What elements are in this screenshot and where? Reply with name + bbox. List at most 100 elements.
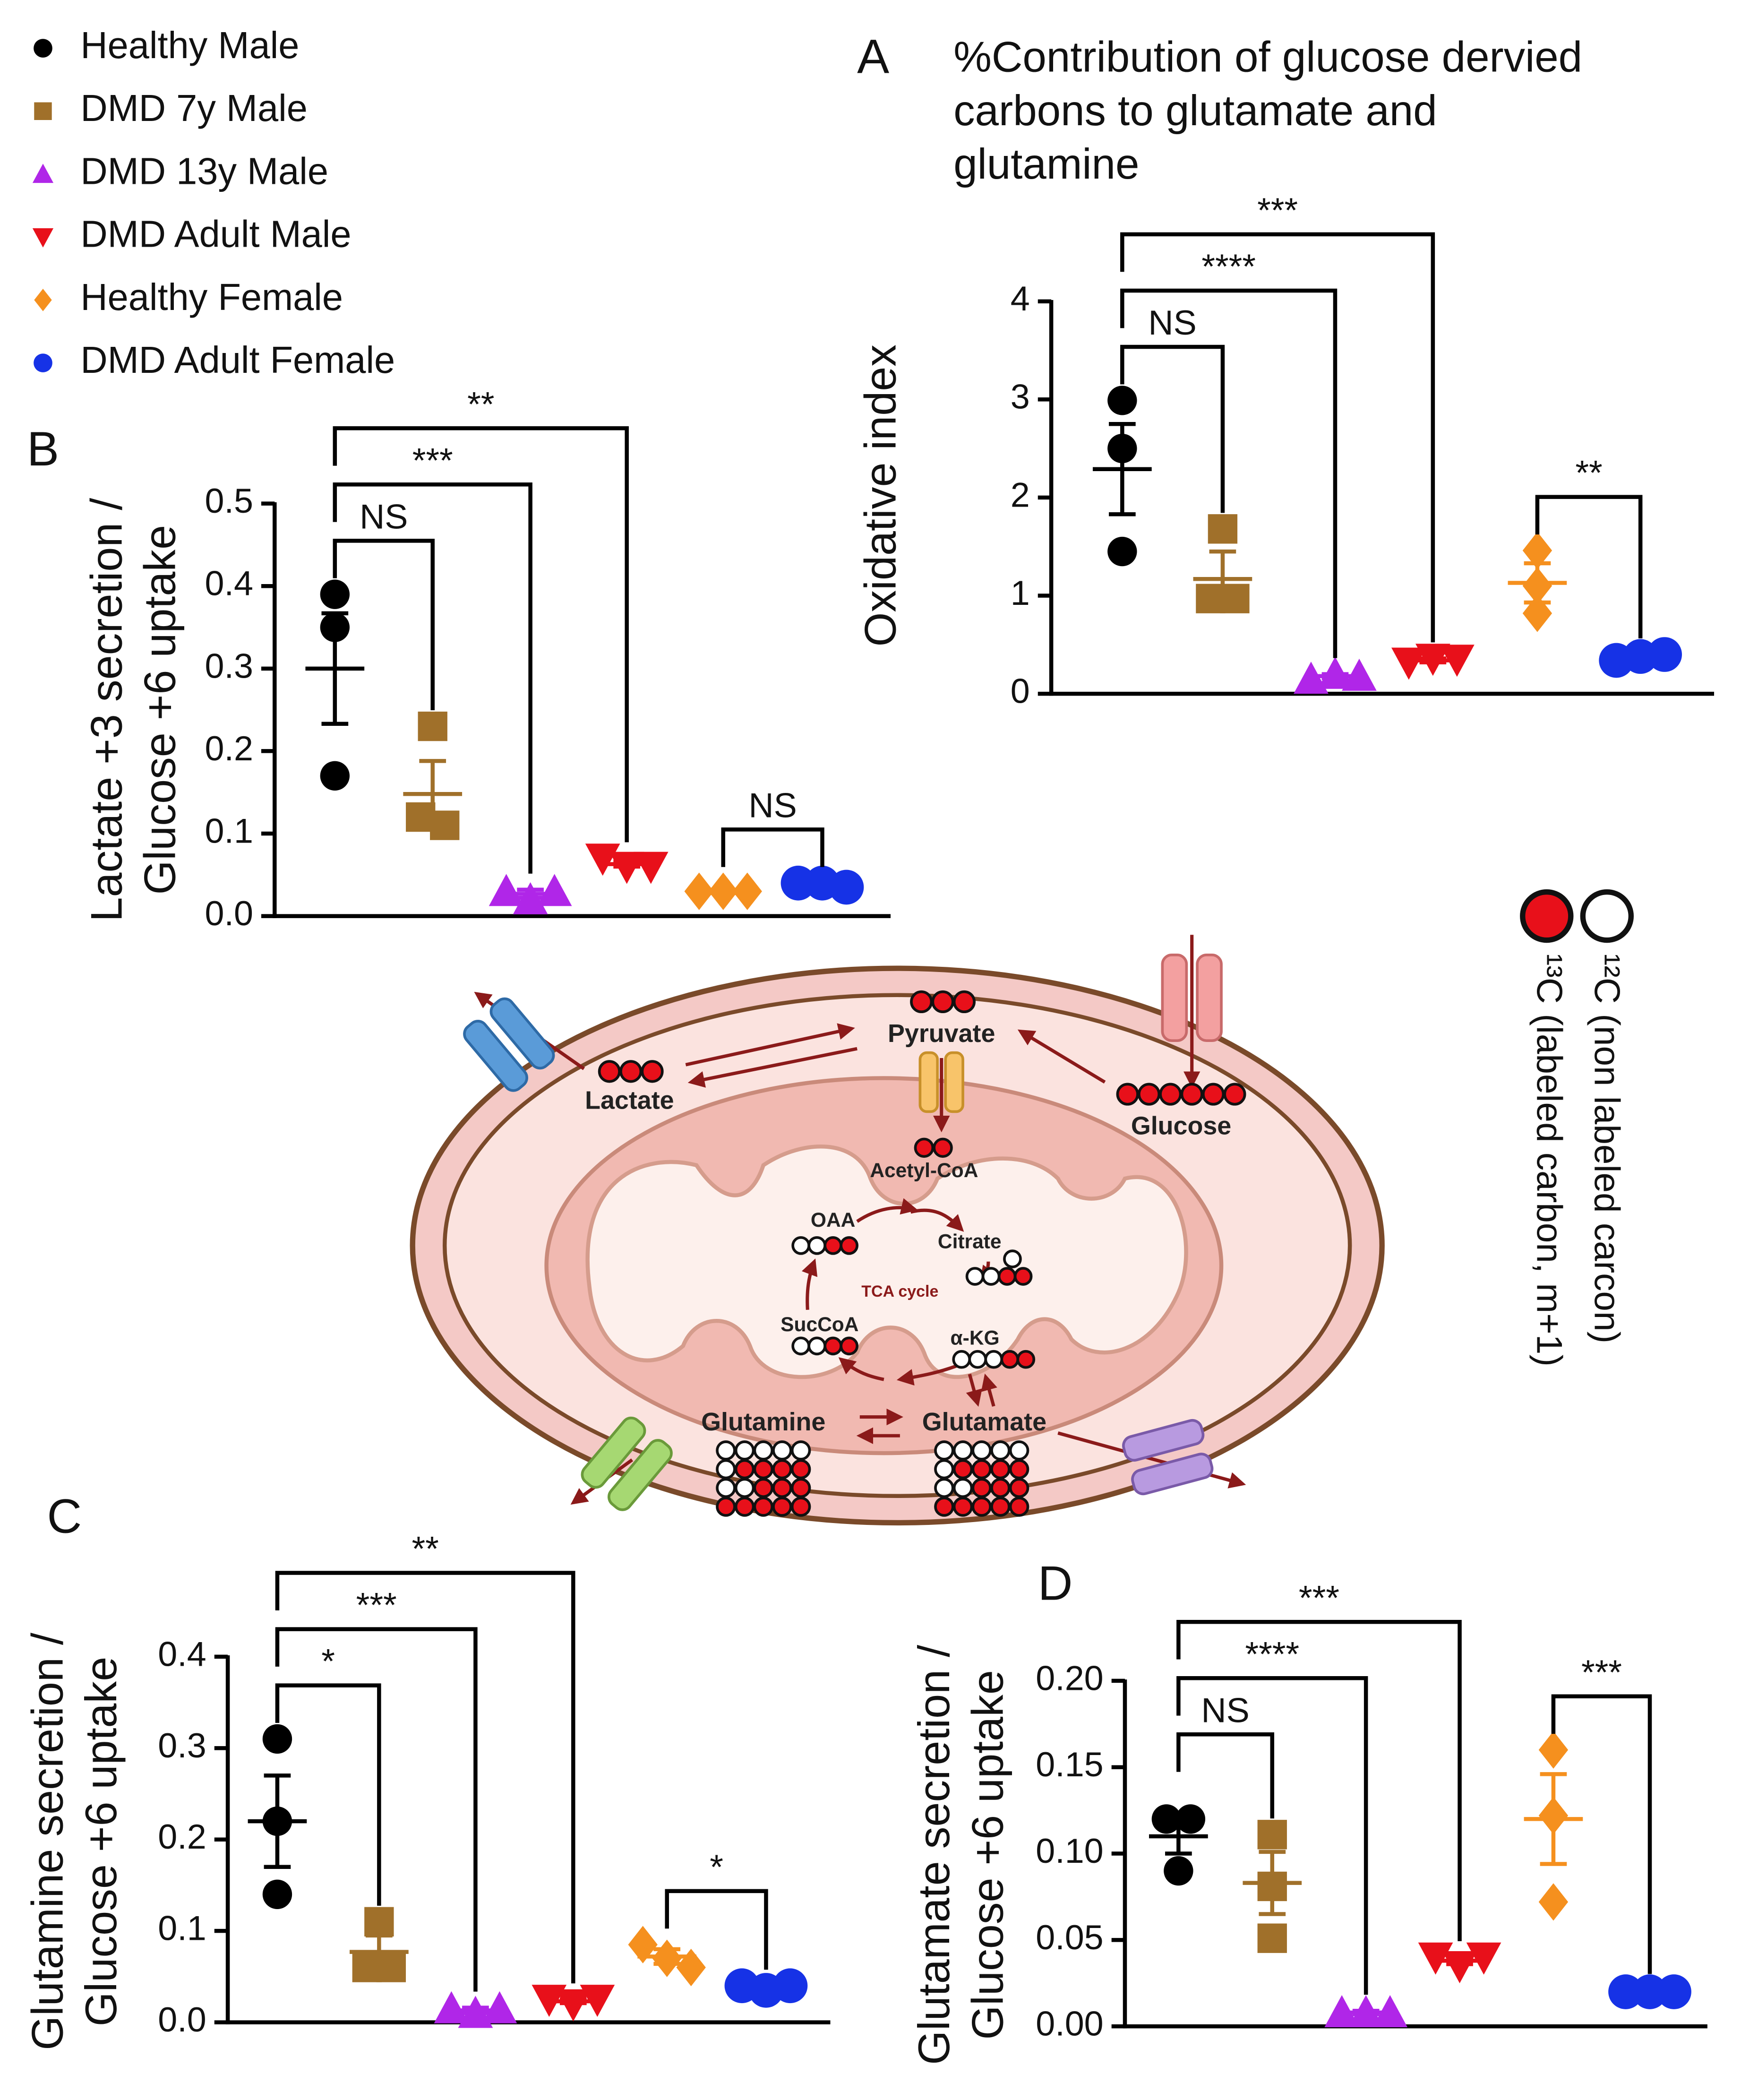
error-bar bbox=[653, 1947, 681, 1966]
error-bar bbox=[321, 611, 349, 726]
point bbox=[262, 1879, 292, 1909]
significance-label: ** bbox=[412, 1529, 438, 1568]
carbon-dot bbox=[952, 1440, 973, 1461]
error-bar bbox=[559, 1997, 587, 2005]
carbon-dot bbox=[931, 990, 954, 1014]
error-bar bbox=[517, 887, 544, 900]
significance-bracket bbox=[1176, 1732, 1275, 1819]
y-axis-label: Oxidative index bbox=[856, 344, 905, 646]
carbon-dot bbox=[1009, 1459, 1029, 1480]
carbon-dot bbox=[790, 1478, 811, 1498]
carbon-dot bbox=[1000, 1350, 1020, 1369]
arrow bbox=[687, 1047, 858, 1088]
point bbox=[585, 843, 620, 876]
legend-label: Healthy Male bbox=[80, 24, 299, 66]
chart-title: glutamine bbox=[953, 140, 1139, 188]
carbon-dot bbox=[990, 1459, 1011, 1480]
legend-label: DMD Adult Female bbox=[80, 339, 395, 381]
diagram-label: Lactate bbox=[585, 1086, 674, 1115]
carbon-dot bbox=[971, 1459, 992, 1480]
diagram-label: Acetyl-CoA bbox=[870, 1160, 978, 1182]
significance-bracket bbox=[665, 1889, 768, 1970]
significance-label: NS bbox=[748, 786, 797, 825]
carbon-dot bbox=[952, 990, 976, 1014]
carbon-dot bbox=[952, 1497, 973, 1517]
y-axis-label: Glutamate secretion / bbox=[909, 1645, 959, 2065]
error-bar bbox=[1627, 653, 1654, 662]
error-bar bbox=[1259, 1850, 1286, 1916]
carbon-dot bbox=[910, 990, 933, 1014]
significance-bracket bbox=[1120, 232, 1435, 643]
y-tick-label: 0.1 bbox=[158, 1909, 206, 1948]
error-bar bbox=[419, 759, 446, 829]
y-tick-label: 0.0 bbox=[158, 2000, 206, 2039]
y-axis-label: Lactate +3 secretion / bbox=[81, 498, 131, 922]
mitochondrial-matrix bbox=[585, 1144, 1188, 1379]
key-marker bbox=[1580, 889, 1634, 943]
carbon-dot bbox=[807, 1336, 826, 1356]
y-tick-label: 0.4 bbox=[158, 1634, 206, 1673]
error-bar bbox=[1108, 422, 1136, 516]
carbon-dot bbox=[716, 1440, 736, 1461]
legend-marker bbox=[32, 228, 54, 248]
significance-bracket bbox=[1176, 1676, 1368, 1995]
significance-label: *** bbox=[356, 1585, 397, 1625]
carbon-dot bbox=[934, 1459, 954, 1480]
carbon-dot bbox=[791, 1236, 810, 1255]
carbon-dot bbox=[807, 1236, 826, 1255]
point bbox=[1257, 1923, 1287, 1953]
point bbox=[1466, 1942, 1501, 1975]
panel-label: D bbox=[1038, 1556, 1073, 1610]
error-bar bbox=[264, 1773, 291, 1869]
carbon-dot bbox=[990, 1440, 1011, 1461]
carbon-dot bbox=[619, 1060, 643, 1083]
transporter bbox=[1161, 953, 1223, 1042]
transporter bbox=[463, 997, 555, 1092]
metabolism-diagram: Pyruvate Lactate Glucose Acetyl-CoA OAA Citra… bbox=[410, 935, 1385, 1526]
carbon-dot bbox=[1009, 1478, 1029, 1498]
carbon-dot bbox=[934, 1478, 954, 1498]
error-bar bbox=[462, 2005, 489, 2015]
legend-marker bbox=[34, 39, 52, 58]
diagram-label: TCA cycle bbox=[861, 1282, 938, 1300]
carbon-dot bbox=[716, 1459, 736, 1480]
key-label: ¹³C (labeled carbon, m+1) bbox=[1529, 954, 1569, 1367]
carbon-dot bbox=[790, 1497, 811, 1517]
carbon-dot bbox=[1009, 1497, 1029, 1517]
point bbox=[418, 711, 447, 741]
carbon-dot bbox=[772, 1440, 792, 1461]
legend-label: Healthy Female bbox=[80, 276, 343, 318]
y-tick-label: 0.1 bbox=[205, 811, 253, 850]
significance-bracket bbox=[333, 482, 532, 874]
error-bar bbox=[1321, 672, 1349, 680]
transporter bbox=[581, 1416, 673, 1511]
significance-label: * bbox=[710, 1847, 723, 1886]
y-tick-label: 0.2 bbox=[205, 729, 253, 768]
legend-label: DMD 7y Male bbox=[80, 87, 308, 129]
legend-marker bbox=[32, 164, 54, 183]
carbon-dot bbox=[971, 1440, 992, 1461]
significance-bracket bbox=[275, 1627, 478, 1992]
carbon-dot bbox=[734, 1440, 755, 1461]
significance-bracket bbox=[333, 426, 629, 843]
error-bar bbox=[1165, 1817, 1192, 1856]
significance-bracket bbox=[1551, 1694, 1652, 1974]
carbon-dot bbox=[1137, 1083, 1161, 1106]
legend-label: DMD 13y Male bbox=[80, 150, 328, 192]
y-axis-label: Glutamine secretion / bbox=[23, 1633, 72, 2050]
carbon-dot bbox=[914, 1137, 935, 1158]
point bbox=[1538, 1731, 1569, 1769]
carbon-dot bbox=[971, 1478, 992, 1498]
significance-bracket bbox=[333, 539, 435, 711]
y-tick-label: 0.20 bbox=[1036, 1658, 1103, 1697]
carbon-dot bbox=[990, 1497, 1011, 1517]
arrow bbox=[981, 1373, 997, 1407]
error-bar bbox=[1446, 1955, 1473, 1966]
carbon-dot bbox=[933, 1137, 953, 1158]
carbon-dot bbox=[981, 1267, 1001, 1286]
carbon-dot bbox=[753, 1440, 774, 1461]
significance-label: NS bbox=[360, 497, 408, 536]
transporter bbox=[1122, 1419, 1214, 1496]
point bbox=[628, 1926, 658, 1963]
